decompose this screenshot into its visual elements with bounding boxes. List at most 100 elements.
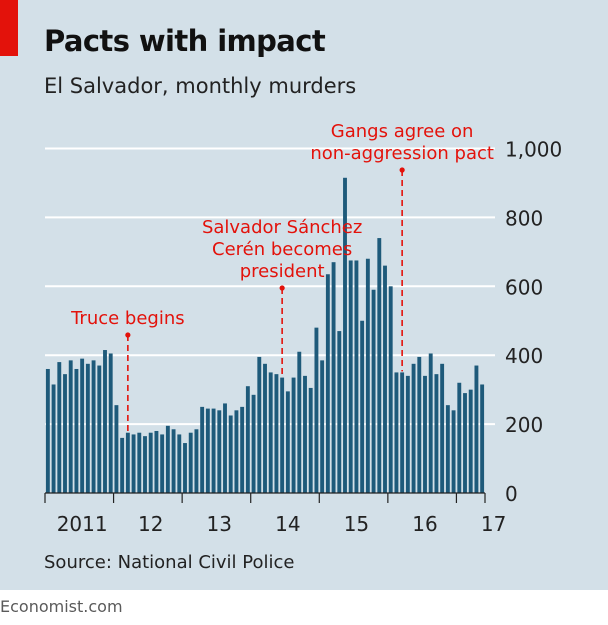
bars [45, 177, 485, 493]
bar [451, 410, 456, 493]
bar [217, 410, 222, 493]
bar [303, 375, 307, 493]
bar [205, 408, 210, 493]
bar [365, 258, 370, 493]
bar [383, 265, 387, 493]
bar [103, 350, 107, 493]
bar [80, 358, 85, 493]
bar [360, 320, 365, 493]
bar [480, 384, 485, 493]
bar [125, 432, 130, 493]
bar [257, 356, 262, 493]
source-note: Source: National Civil Police [44, 552, 295, 573]
bar [291, 377, 296, 493]
x-tick-label: 14 [275, 512, 300, 536]
x-tick-label: 16 [412, 512, 437, 536]
bar [137, 432, 142, 493]
bar [428, 353, 433, 493]
bar [63, 374, 67, 493]
bar [343, 177, 347, 493]
bar [474, 365, 479, 493]
bar [463, 393, 467, 493]
bar [97, 365, 102, 493]
bar [371, 289, 376, 493]
bar [51, 384, 56, 493]
y-tick-labels: 0 200 400 600 800 1,000 [505, 138, 562, 507]
bar [325, 274, 330, 493]
bar [200, 406, 205, 493]
y-tick-label: 800 [505, 206, 543, 230]
bar [405, 375, 410, 493]
bar [183, 443, 187, 493]
x-tick-label: 2011 [57, 512, 108, 536]
bar [165, 425, 170, 493]
bar [388, 286, 393, 493]
bar [434, 374, 439, 493]
annotation-label: Salvador Sánchez [202, 217, 362, 238]
x-tick-label: 15 [344, 512, 369, 536]
bar [91, 360, 96, 493]
y-tick-label: 200 [505, 413, 543, 437]
bar [268, 372, 273, 493]
chart-subtitle: El Salvador, monthly murders [44, 74, 357, 98]
bar [354, 260, 359, 493]
x-tick-label: 12 [138, 512, 163, 536]
bar [120, 437, 125, 493]
bar [177, 434, 182, 493]
annotation-label: Gangs agree on [331, 121, 474, 142]
annotation-label: Truce begins [70, 308, 185, 329]
bar [400, 372, 405, 493]
bar [68, 360, 73, 493]
annotation-label: president [240, 261, 325, 282]
chart-title: Pacts with impact [44, 24, 326, 58]
x-axis: 2011 12 13 14 15 16 17 [44, 492, 506, 536]
bar [308, 387, 313, 493]
red-tab-accent [0, 0, 18, 56]
bar [331, 262, 336, 493]
y-tick-label: 400 [505, 344, 543, 368]
bar [74, 368, 79, 493]
bar [274, 374, 279, 493]
y-tick-label: 600 [505, 275, 543, 299]
bar [194, 429, 199, 493]
bar [314, 327, 319, 493]
bar [280, 377, 285, 493]
annotation-label: Cerén becomes [212, 239, 352, 260]
bar [251, 394, 256, 493]
y-tick-label: 1,000 [505, 138, 562, 162]
x-tick-label: 13 [207, 512, 232, 536]
bar [148, 432, 153, 493]
bar [223, 403, 227, 493]
publisher-footer: Economist.com [0, 597, 123, 616]
bar [154, 430, 159, 493]
bar [440, 363, 445, 493]
bar [394, 372, 399, 493]
bar [263, 363, 267, 493]
bar [285, 391, 290, 493]
bar [211, 408, 216, 493]
annotation-label: non-aggression pact [310, 143, 494, 164]
bar [320, 360, 325, 493]
bar [445, 405, 450, 493]
bar [234, 410, 239, 493]
bar [457, 382, 462, 493]
bar [411, 363, 416, 493]
bar [337, 331, 342, 493]
bar [417, 356, 422, 493]
bar [114, 405, 119, 493]
bar [377, 238, 382, 493]
bar [57, 362, 62, 493]
bar [245, 386, 250, 493]
y-tick-label: 0 [505, 482, 518, 506]
bar [228, 415, 233, 493]
bar-chart: 2011 12 13 14 15 16 17 0 200 400 600 800 1,000 Truc… [44, 121, 562, 536]
bar [131, 434, 136, 493]
bar [108, 353, 113, 493]
bar [160, 434, 165, 493]
bar [348, 260, 353, 493]
bar [171, 429, 176, 493]
bar [240, 406, 245, 493]
bar [45, 368, 50, 493]
x-tick-label: 17 [481, 512, 506, 536]
